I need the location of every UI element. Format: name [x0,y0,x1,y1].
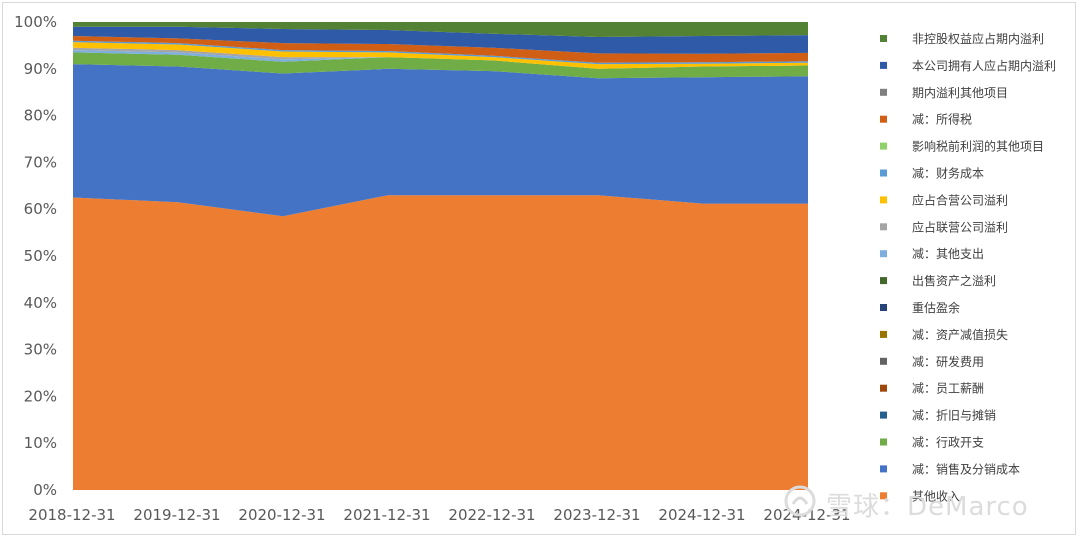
area-series-10 [73,47,808,69]
x-tick-label: 2023-12-31 [553,506,640,524]
area-series-9 [73,50,808,69]
legend-swatch [880,492,887,500]
legend-label: 应占联营公司溢利 [912,219,1008,234]
legend-swatch [880,438,887,446]
legend-label: 应占合营公司溢利 [912,192,1008,207]
area-series-2 [73,52,808,79]
legend-label: 减：折旧与摊销 [912,408,996,423]
legend-swatch [880,330,887,338]
x-tick-label: 2024-12-31 [763,506,850,524]
area-series-11 [73,42,808,69]
legend-label: 减：资产减值损失 [912,327,1008,342]
legend-label: 本公司拥有人应占期内溢利 [912,58,1056,73]
legend-swatch [880,142,887,150]
legend-label: 非控股权益应占期内溢利 [912,31,1044,46]
x-tick-label: 2019-12-31 [133,506,220,524]
legend-swatch [880,411,887,419]
legend-swatch [880,35,887,42]
legend-label: 期内溢利其他项目 [912,86,1008,100]
y-tick-label: 80% [24,107,57,125]
y-tick-label: 10% [24,434,57,452]
x-tick-label: 2020-12-31 [238,506,325,524]
legend-label: 减：行政开支 [912,436,984,450]
area-series-12 [73,40,808,65]
legend-label: 减：所得税 [912,112,972,127]
legend-swatch [880,196,887,204]
y-tick-label: 40% [24,294,57,312]
legend-label: 出售资产之溢利 [912,273,996,288]
area-series-16 [73,26,808,54]
legend-label: 减：员工薪酬 [912,382,984,396]
legend-swatch [880,277,887,285]
y-tick-label: 20% [24,387,57,405]
legend-label: 减：财务成本 [912,166,984,181]
legend-label: 减：销售及分销成本 [912,461,1020,476]
x-tick-label: 2022-12-31 [448,506,535,524]
legend-swatch [880,169,887,177]
legend-swatch [880,250,887,258]
legend-label: 影响税前利润的其他项目 [912,139,1044,154]
watermark-text: 雪球：DeMarco [826,492,1029,522]
area-series-1 [73,64,808,217]
area-series-14 [73,36,808,63]
legend-swatch [880,88,887,96]
y-tick-label: 60% [24,200,57,218]
area-series-17 [73,22,808,37]
legend-label: 减：研发费用 [912,354,984,369]
y-tick-label: 90% [24,60,57,78]
x-tick-label: 2018-12-31 [28,506,115,524]
y-tick-label: 50% [24,247,57,265]
snowball-logo-icon [784,485,816,517]
legend-swatch [880,465,887,473]
legend-swatch [880,115,887,123]
legend-label: 减：其他支出 [912,247,984,261]
area-series-0 [73,195,808,490]
legend-label: 重估盈余 [912,300,960,315]
legend-swatch [880,384,887,392]
legend-swatch [880,357,887,365]
x-tick-label: 2021-12-31 [343,506,430,524]
y-tick-label: 0% [33,481,57,499]
y-tick-label: 30% [24,341,57,359]
legend-swatch [880,223,887,231]
legend-label: 其他收入 [912,489,960,503]
legend-swatch [880,61,887,69]
x-tick-label: 2024-12-31 [658,506,745,524]
y-tick-label: 70% [24,153,57,171]
legend-swatch [880,304,887,311]
y-tick-label: 100% [14,13,57,31]
